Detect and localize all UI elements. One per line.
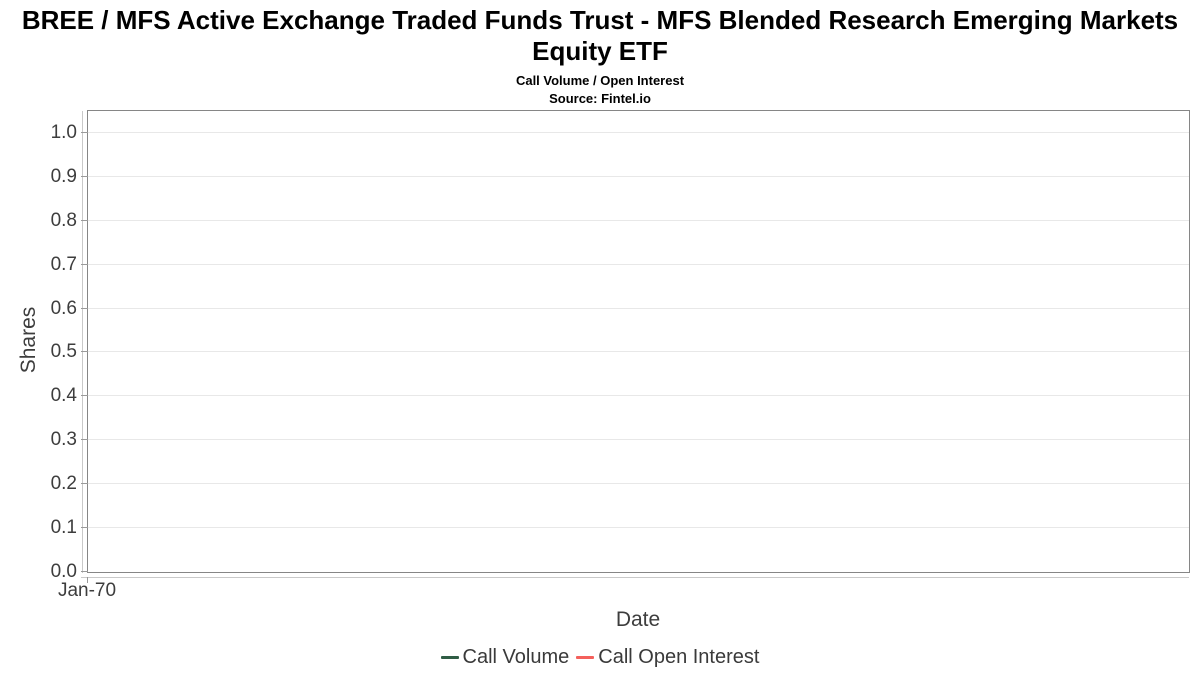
y-gridline xyxy=(88,527,1189,529)
y-tick-label: 0.4 xyxy=(50,385,77,407)
y-gridline xyxy=(88,439,1189,441)
plot-area: 0.0 0.1 0.2 0.3 0.4 0.5 0.6 0.7 0.8 0.9 1.0 xyxy=(51,110,1190,582)
y-tick-mark xyxy=(81,527,88,529)
y-tick-label: 0.5 xyxy=(50,341,77,363)
chart-subtitle: Call Volume / Open Interest xyxy=(515,73,685,89)
call-volume-line-marker xyxy=(440,656,459,659)
y-gridline xyxy=(88,395,1189,397)
y-tick-label: 0.6 xyxy=(50,297,77,319)
y-gridline xyxy=(88,307,1189,309)
chart-source: Source: Fintel.io xyxy=(549,91,651,107)
call-open-interest-line-marker xyxy=(576,656,595,659)
y-tick-mark xyxy=(81,175,88,177)
y-axis-title: Shares xyxy=(17,306,40,374)
y-tick-label: 0.8 xyxy=(50,209,77,231)
y-tick-label: 0.2 xyxy=(50,473,77,495)
y-tick-label: 0.7 xyxy=(50,253,77,275)
y-tick-mark xyxy=(81,351,88,353)
legend-item-call-open-interest[interactable]: Call Open Interest xyxy=(576,646,759,669)
y-tick-label: 0.0 xyxy=(50,561,77,582)
y-gridline xyxy=(88,483,1189,485)
y-tick-mark xyxy=(81,483,88,485)
y-tick-label: 1.0 xyxy=(50,121,77,143)
y-tick-mark xyxy=(81,571,88,572)
x-tick-mark xyxy=(87,577,88,583)
y-tick-label: 0.3 xyxy=(50,429,77,451)
y-tick-mark xyxy=(81,219,88,221)
y-tick-label: 0.1 xyxy=(50,517,77,539)
chart-title: BREE / MFS Active Exchange Traded Funds … xyxy=(21,5,1179,66)
legend-item-call-volume[interactable]: Call Volume xyxy=(440,646,570,669)
y-tick-mark xyxy=(81,395,88,397)
y-tick-mark xyxy=(81,131,88,133)
legend: Call Volume Call Open Interest xyxy=(0,646,1200,669)
y-gridline xyxy=(88,131,1189,133)
y-axis-line xyxy=(82,111,83,573)
y-tick-mark xyxy=(81,263,88,265)
y-gridline xyxy=(88,219,1189,221)
y-gridline xyxy=(88,351,1189,353)
y-tick-mark xyxy=(81,439,88,441)
legend-label-call-open-interest: Call Open Interest xyxy=(598,646,760,668)
y-tick-mark xyxy=(81,307,88,309)
x-axis-line xyxy=(81,577,1189,578)
legend-label-call-volume: Call Volume xyxy=(462,646,570,668)
x-tick-label: Jan-70 xyxy=(57,580,117,601)
y-tick-label: 0.9 xyxy=(50,165,77,187)
x-axis-title: Date xyxy=(615,608,661,631)
y-gridline xyxy=(88,263,1189,265)
y-gridline xyxy=(88,175,1189,177)
